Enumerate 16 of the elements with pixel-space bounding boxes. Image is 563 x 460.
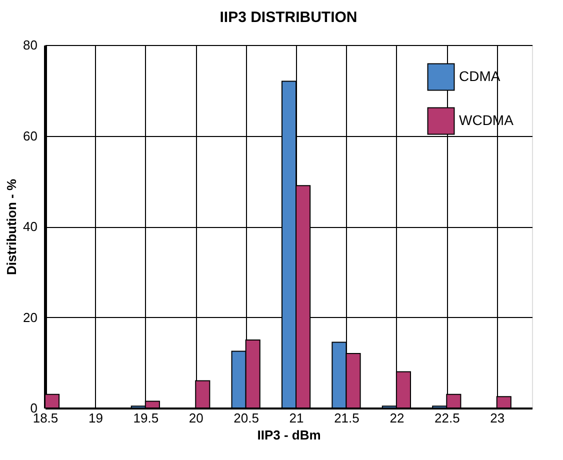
chart-title: IIP3 DISTRIBUTION bbox=[220, 9, 358, 26]
x-tick-label: 22 bbox=[390, 410, 404, 426]
x-tick-label: 19 bbox=[88, 410, 103, 426]
y-axis-title: Distribution - % bbox=[4, 178, 20, 276]
x-axis-title: IIP3 - dBm bbox=[257, 428, 321, 442]
y-tick-label: 60 bbox=[23, 128, 38, 144]
y-tick-label: 40 bbox=[23, 219, 38, 234]
x-tick-label: 20.5 bbox=[234, 410, 259, 426]
x-tick-label: 21.5 bbox=[334, 410, 360, 426]
x-tick-label: 23 bbox=[490, 410, 505, 426]
y-tick-label: 80 bbox=[23, 38, 38, 52]
x-tick-label: 22.5 bbox=[434, 410, 460, 426]
x-tick-label: 19.5 bbox=[133, 410, 159, 426]
x-tick-label: 20 bbox=[188, 410, 204, 426]
x-tick-label: 21 bbox=[289, 410, 304, 426]
y-tick-label: 20 bbox=[23, 310, 38, 325]
